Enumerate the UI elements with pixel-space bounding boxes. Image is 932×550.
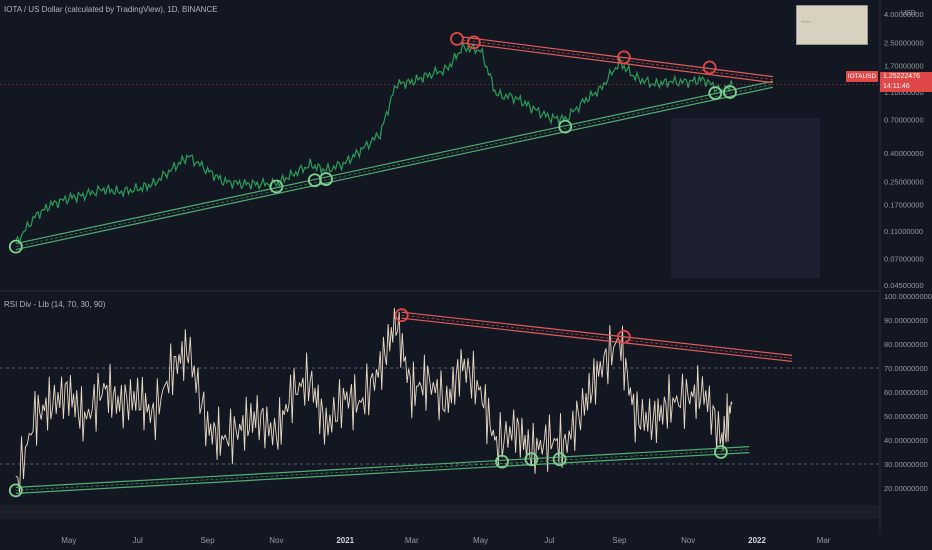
- rsi-plot: [0, 307, 880, 498]
- currency-label: USD: [901, 10, 916, 17]
- price-tick-label: 0.40000000: [884, 149, 924, 158]
- price-tick-label: 0.11000000: [884, 227, 923, 236]
- support-touch-marker: [319, 172, 333, 186]
- rsi-tick-label: 30.00000000: [884, 460, 928, 469]
- rsi-tick-label: 20.00000000: [884, 484, 928, 493]
- rsi-tick-label: 40.00000000: [884, 436, 928, 445]
- price-tick-label: 1.70000000: [884, 62, 924, 71]
- x-tick-label: May: [473, 536, 488, 545]
- current-price: 1.25222476: [883, 73, 920, 80]
- resistance-touch-marker: [466, 35, 481, 50]
- rsi-tick-label: 100.00000000: [884, 292, 932, 301]
- rsi-resistance-marker: [616, 329, 631, 344]
- support-touch-marker: [558, 119, 573, 134]
- rsi-title: RSI Div - Lib (14, 70, 30, 90): [4, 300, 106, 309]
- support-touch-marker: [708, 86, 723, 100]
- price-tick-label: 2.50000000: [884, 38, 924, 47]
- grid: [0, 0, 881, 532]
- scroll-area: [0, 505, 880, 519]
- price-tick-label: 0.17000000: [884, 201, 924, 210]
- price-tick-label: 0.25000000: [884, 177, 924, 186]
- resistance-touch-marker: [616, 50, 631, 65]
- rsi-support-trendline-upper: [15, 446, 750, 488]
- rsi-resistance-trendline-middle: [401, 314, 793, 359]
- price-tick-label: 1.10000000: [884, 88, 924, 97]
- support-touch-marker: [8, 239, 23, 254]
- support-touch-marker: [723, 85, 737, 99]
- x-tick-label: Jul: [544, 536, 554, 545]
- x-tick-label: Mar: [405, 536, 419, 545]
- axes: May Jul Sep Nov 2021 Mar May Jul Sep Nov 2022 Mar 4.…: [61, 10, 932, 545]
- symbol-tag: IOTAUSD: [846, 71, 878, 82]
- price-tag: 1.25222476 14:11:46: [880, 72, 932, 92]
- resistance-touch-marker: [702, 60, 717, 75]
- rsi-resistance-trendline-lower: [401, 317, 793, 362]
- price-resistance-trendline-lower: [462, 42, 773, 84]
- rsi-resistance-marker: [394, 308, 409, 323]
- logo: ~~~: [796, 5, 868, 45]
- price-tick-label: 0.07000000: [884, 254, 924, 263]
- rsi-support-trendline-middle: [15, 449, 750, 491]
- rsi-support-marker: [495, 454, 509, 469]
- price-tick-label: 0.04500000: [884, 281, 924, 290]
- price-tick-label: 4.00000000: [884, 10, 924, 19]
- x-tick-label: 2021: [336, 536, 354, 545]
- price-plot: [0, 31, 880, 254]
- price-support-trendline-middle: [15, 83, 773, 247]
- bar-countdown: 14:11:46: [883, 83, 910, 90]
- resistance-touch-marker: [450, 31, 464, 46]
- rsi-support-marker: [552, 452, 567, 467]
- rsi-tick-label: 50.00000000: [884, 412, 928, 421]
- price-support-trendline-lower: [15, 86, 773, 251]
- rsi-support-marker: [714, 445, 728, 459]
- x-tick-label: Sep: [200, 536, 215, 545]
- x-tick-label: 2022: [748, 536, 766, 545]
- price-series-line: [15, 41, 733, 246]
- rsi-tick-label: 60.00000000: [884, 388, 928, 397]
- logo-mark: ~~~: [801, 20, 811, 26]
- x-tick-label: Jul: [133, 536, 143, 545]
- x-tick-label: Nov: [681, 536, 695, 545]
- chart-title: IOTA / US Dollar (calculated by TradingV…: [4, 5, 218, 14]
- rsi-support-marker: [8, 483, 23, 498]
- x-tick-label: Sep: [612, 536, 627, 545]
- rsi-resistance-trendline-upper: [401, 311, 793, 356]
- rsi-tick-label: 80.00000000: [884, 340, 928, 349]
- x-tick-label: Nov: [269, 536, 283, 545]
- inset-volume-profile: [671, 118, 820, 278]
- x-tick-label: Mar: [817, 536, 831, 545]
- price-tick-label: 0.70000000: [884, 115, 924, 124]
- x-tick-label: May: [61, 536, 76, 545]
- rsi-tick-label: 70.00000000: [884, 364, 928, 373]
- rsi-support-marker: [524, 452, 539, 467]
- support-touch-marker: [269, 179, 284, 194]
- rsi-support-trendline-lower: [15, 452, 750, 494]
- price-support-trendline-upper: [15, 80, 773, 245]
- rsi-tick-label: 90.00000000: [884, 316, 928, 325]
